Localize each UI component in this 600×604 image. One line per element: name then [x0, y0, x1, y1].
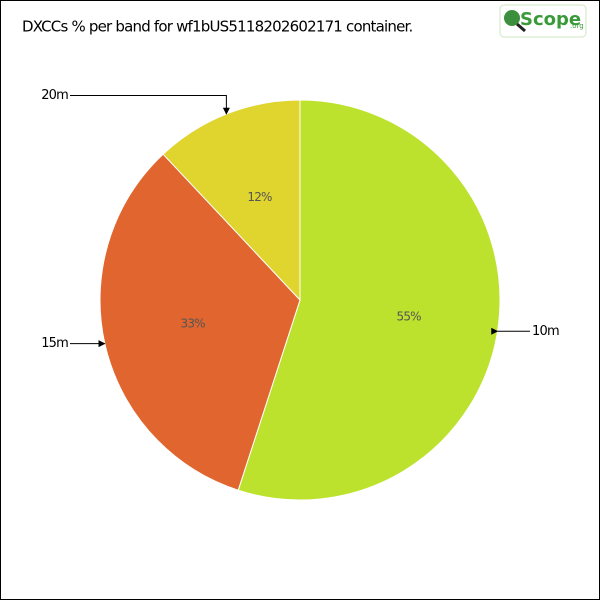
category-label: 20m: [41, 88, 68, 103]
leader-line: [70, 94, 230, 115]
logo-handle: [516, 22, 526, 33]
logo: Scope .org: [499, 4, 587, 38]
logo-icon: [504, 10, 520, 26]
slice-label: 55%: [397, 310, 422, 324]
chart-title: DXCCs % per band for wf1bUS5118202602171…: [22, 18, 413, 36]
slice-label: 12%: [247, 190, 272, 204]
logo-text: Scope: [520, 9, 581, 30]
category-label: 15m: [41, 336, 68, 351]
logo-suffix: .org: [570, 22, 584, 30]
category-label: 10m: [532, 324, 559, 339]
slice-label: 33%: [181, 316, 206, 330]
